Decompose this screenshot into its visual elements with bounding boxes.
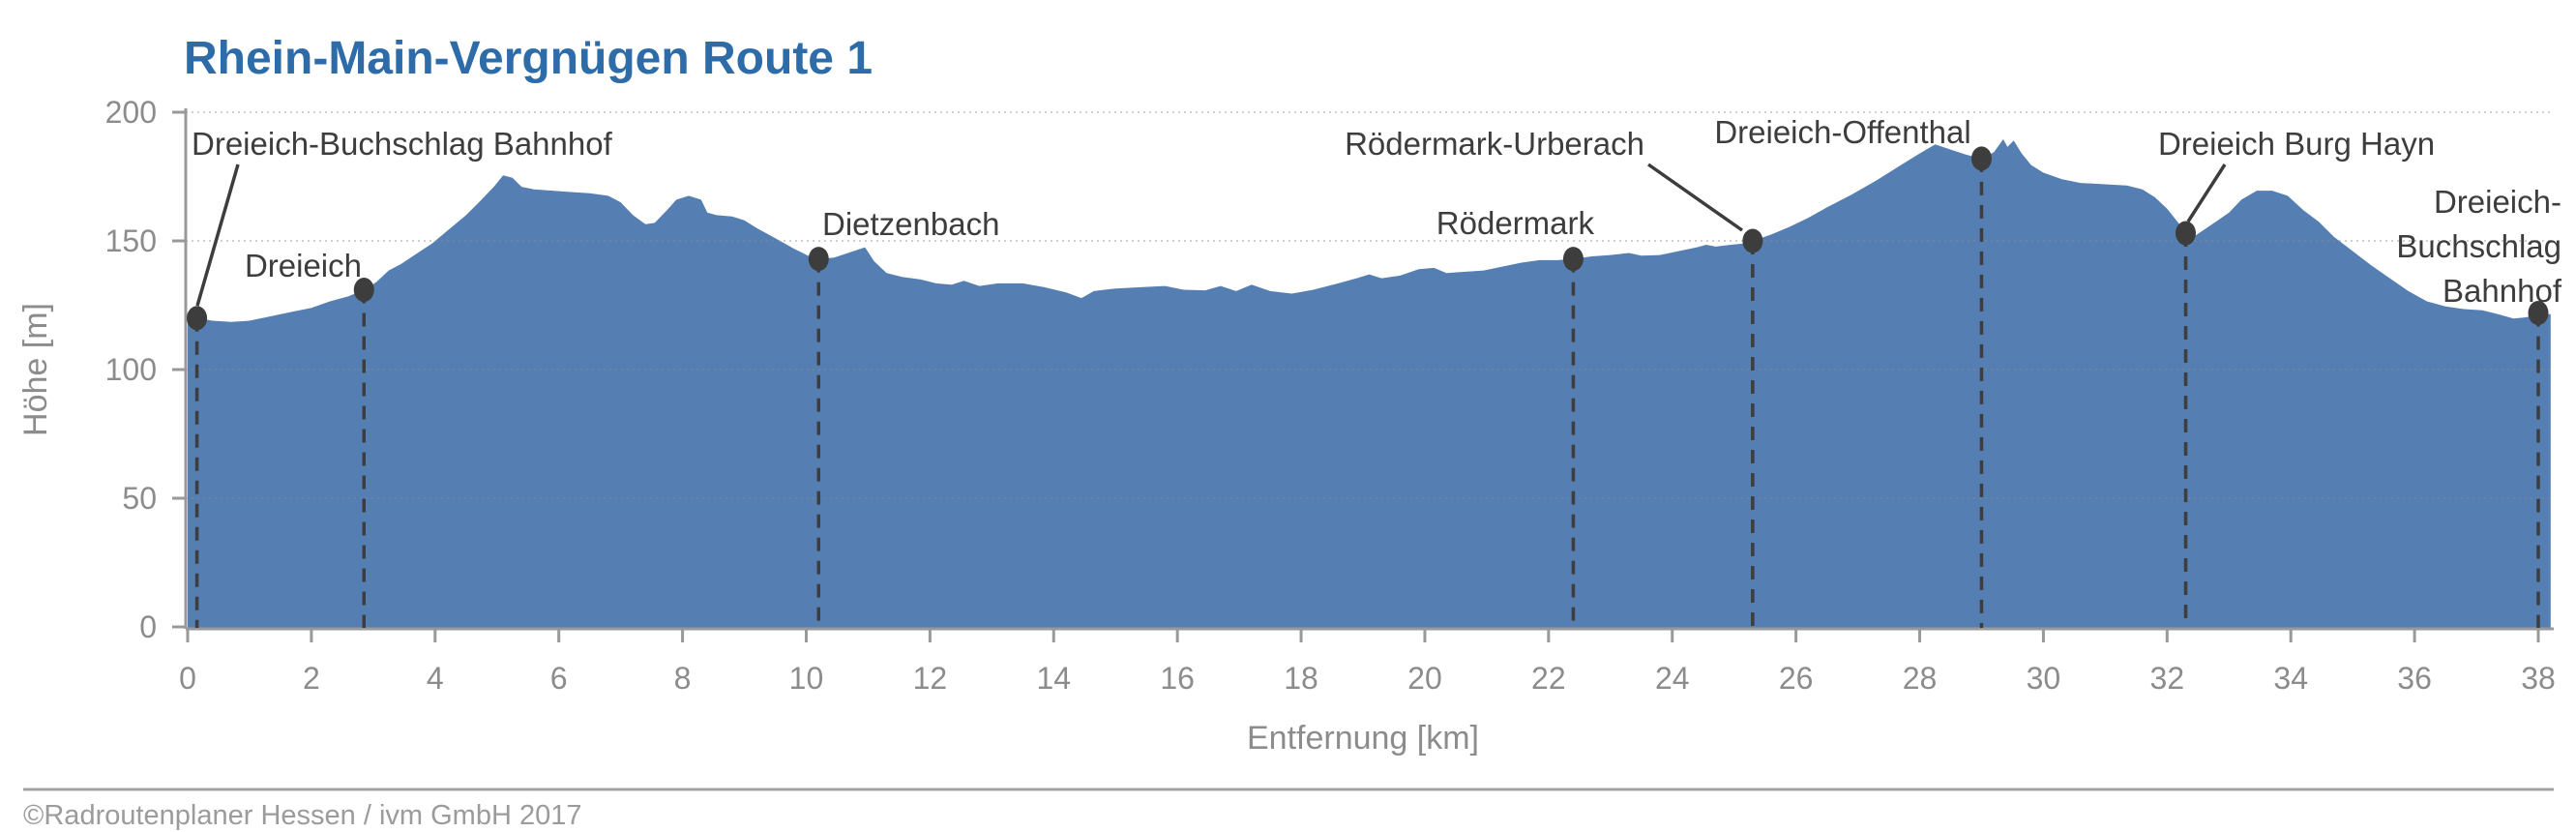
waypoint-leader-line (195, 163, 240, 307)
x-axis: 0 2 4 6 8 10 12 14 16 18 20 22 24 26 28 30 32 34 36 38 (179, 627, 2556, 696)
x-tick-label: 22 (1531, 661, 1566, 696)
x-tick-label: 16 (1160, 661, 1195, 696)
x-tick-label: 38 (2521, 661, 2556, 696)
y-tick-label: 50 (122, 481, 157, 516)
elevation-area (188, 138, 2551, 629)
waypoint-dots (187, 146, 2549, 331)
x-tick-label: 6 (550, 661, 568, 696)
waypoint-label-line: Dreieich- (2434, 184, 2561, 220)
x-tick-label: 0 (179, 661, 196, 696)
x-tick-label: 36 (2397, 661, 2432, 696)
x-tick-label: 26 (1779, 661, 1814, 696)
x-tick-label: 30 (2027, 661, 2061, 696)
x-tick-label: 20 (1407, 661, 1442, 696)
x-axis-title: Entfernung [km] (1247, 720, 1479, 757)
waypoint-droplines (194, 158, 2540, 628)
waypoint-label: Dreieich (245, 248, 362, 283)
x-tick-label: 28 (1903, 661, 1938, 696)
waypoint-dot (1742, 228, 1763, 253)
x-tick-label: 10 (789, 661, 824, 696)
elevation-area-path (188, 138, 2551, 629)
x-tick-label: 18 (1284, 661, 1318, 696)
waypoint-labels: Dreieich-Buchschlag BahnhofDreieichDietz… (192, 114, 2562, 309)
y-tick-label: 200 (105, 95, 157, 130)
y-axis: 0 50 100 150 200 (105, 95, 188, 644)
waypoint-dot (2528, 300, 2549, 325)
waypoint-dot (187, 306, 208, 331)
x-tick-label: 8 (674, 661, 692, 696)
y-tick-label: 150 (105, 223, 157, 258)
waypoint-label: Dreieich-Buchschlag Bahnhof (192, 126, 613, 162)
x-tick-label: 4 (427, 661, 444, 696)
waypoint-dot (1562, 247, 1584, 272)
waypoint-dot (1970, 146, 1992, 171)
y-axis-title: Höhe [m] (17, 303, 54, 436)
footer-credit: ©Radroutenplaner Hessen / ivm GmbH 2017 (23, 800, 581, 831)
waypoint-label: Dreieich-Offenthal (1714, 114, 1970, 150)
waypoint-label: Dreieich- Buchschlag Bahnhof (2396, 184, 2561, 309)
waypoint-dot (353, 278, 374, 303)
x-tick-label: 2 (303, 661, 320, 696)
x-tick-label: 14 (1036, 661, 1071, 696)
waypoint-leader-line (2186, 163, 2227, 223)
y-tick-label: 0 (139, 609, 157, 644)
x-tick-label: 24 (1655, 661, 1690, 696)
waypoint-dot (2176, 221, 2196, 246)
y-tick-label: 100 (105, 352, 157, 387)
waypoint-label: Dreieich Burg Hayn (2158, 126, 2435, 162)
chart-title: Rhein-Main-Vergnügen Route 1 (184, 33, 873, 84)
x-tick-label: 32 (2150, 661, 2185, 696)
waypoint-label-line: Bahnhof (2443, 273, 2562, 309)
waypoint-dot (808, 247, 829, 272)
waypoint-label: Rödermark-Urberach (1345, 126, 1644, 162)
waypoint-leader-lines (195, 163, 2227, 307)
waypoint-label: Dietzenbach (822, 206, 999, 242)
gridlines (186, 111, 2554, 499)
waypoint-label: Rödermark (1436, 205, 1595, 241)
x-tick-label: 34 (2273, 661, 2308, 696)
x-tick-label: 12 (913, 661, 948, 696)
waypoint-label-line: Buchschlag (2396, 228, 2561, 264)
waypoint-leader-line (1646, 163, 1744, 232)
